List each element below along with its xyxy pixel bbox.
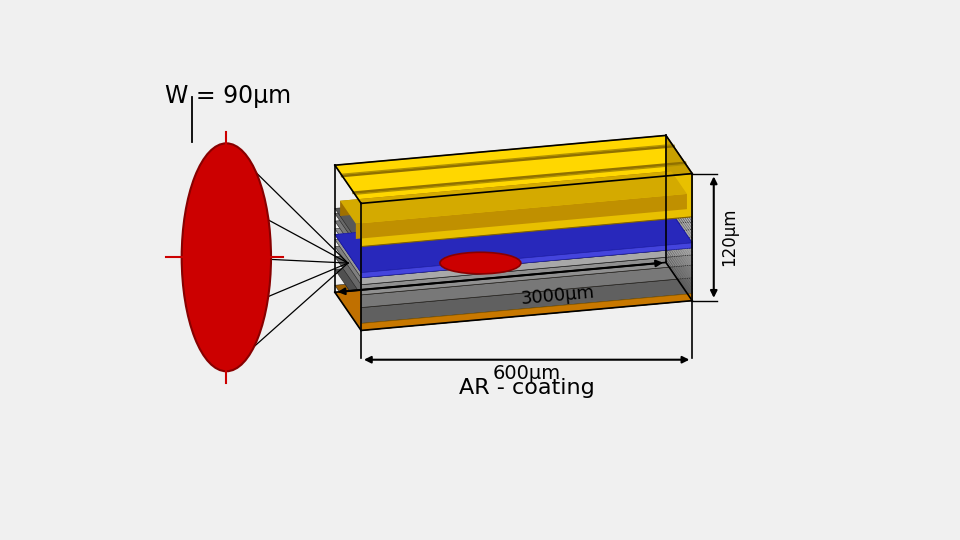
Text: 120μm: 120μm bbox=[720, 208, 738, 266]
Polygon shape bbox=[361, 243, 692, 278]
Polygon shape bbox=[335, 240, 692, 308]
Polygon shape bbox=[335, 210, 692, 278]
Polygon shape bbox=[361, 255, 692, 295]
Polygon shape bbox=[335, 205, 692, 273]
Polygon shape bbox=[361, 248, 692, 285]
Polygon shape bbox=[361, 294, 692, 330]
Polygon shape bbox=[335, 184, 692, 252]
Text: 600μm: 600μm bbox=[492, 363, 561, 382]
Polygon shape bbox=[361, 243, 692, 278]
Polygon shape bbox=[335, 205, 692, 273]
Polygon shape bbox=[340, 171, 671, 216]
Polygon shape bbox=[335, 262, 692, 330]
Polygon shape bbox=[666, 179, 692, 222]
Polygon shape bbox=[335, 199, 692, 267]
Polygon shape bbox=[335, 217, 692, 285]
Polygon shape bbox=[666, 199, 692, 243]
Polygon shape bbox=[356, 194, 687, 239]
Polygon shape bbox=[361, 230, 692, 267]
Polygon shape bbox=[361, 265, 692, 308]
Polygon shape bbox=[666, 227, 692, 278]
Polygon shape bbox=[361, 222, 692, 259]
Polygon shape bbox=[335, 227, 692, 295]
Polygon shape bbox=[666, 191, 692, 237]
Polygon shape bbox=[666, 136, 692, 217]
Polygon shape bbox=[361, 173, 692, 247]
Text: W = 90μm: W = 90μm bbox=[165, 84, 291, 108]
Polygon shape bbox=[335, 255, 692, 323]
Polygon shape bbox=[335, 136, 692, 204]
Polygon shape bbox=[666, 217, 692, 265]
Polygon shape bbox=[361, 294, 692, 330]
Text: 3000μm: 3000μm bbox=[519, 284, 595, 308]
Polygon shape bbox=[361, 278, 692, 323]
Polygon shape bbox=[666, 205, 692, 248]
Polygon shape bbox=[335, 179, 692, 247]
Polygon shape bbox=[361, 217, 692, 252]
Polygon shape bbox=[666, 210, 692, 255]
Text: AR - coating: AR - coating bbox=[459, 378, 594, 398]
Polygon shape bbox=[666, 240, 692, 294]
Polygon shape bbox=[666, 184, 692, 230]
Polygon shape bbox=[666, 255, 692, 301]
Polygon shape bbox=[666, 255, 692, 301]
Ellipse shape bbox=[440, 252, 521, 274]
Polygon shape bbox=[340, 171, 687, 224]
Polygon shape bbox=[666, 205, 692, 248]
Polygon shape bbox=[361, 237, 692, 273]
Polygon shape bbox=[335, 191, 692, 259]
Ellipse shape bbox=[181, 143, 271, 372]
